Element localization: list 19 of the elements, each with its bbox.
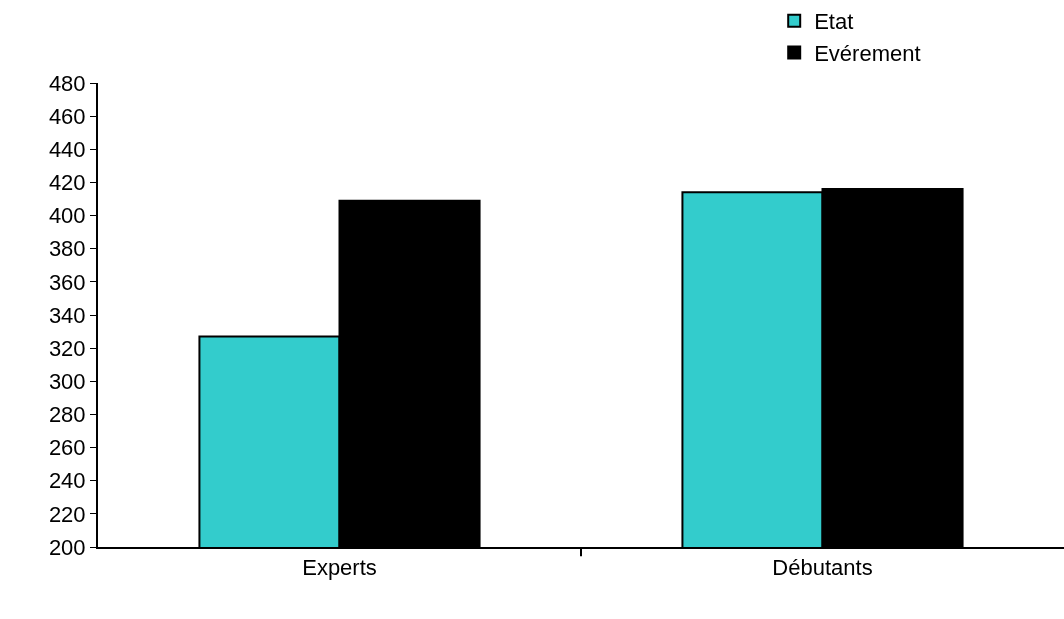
x-tick-label: Débutants (772, 555, 873, 581)
legend-label: Etat (814, 9, 854, 35)
y-tick-label: 460 (48, 103, 86, 129)
y-tick-label: 360 (48, 269, 86, 295)
y-tick-label: 380 (48, 236, 86, 262)
y-tick-label: 200 (48, 534, 86, 560)
y-tick-label: 320 (48, 335, 86, 361)
y-tick-label: 420 (48, 170, 86, 196)
y-tick-label: 280 (48, 402, 86, 428)
y-tick-label: 480 (48, 70, 86, 96)
y-tick-label: 300 (48, 368, 86, 394)
x-tick-label: Experts (302, 555, 377, 581)
y-tick-label: 220 (48, 501, 86, 527)
y-tick-label: 340 (48, 302, 86, 328)
legend-label: Evérement (814, 40, 921, 66)
y-tick-label: 240 (48, 468, 86, 494)
y-tick-label: 260 (48, 435, 86, 461)
y-tick-label: 400 (48, 203, 86, 229)
y-tick-label: 440 (48, 136, 86, 162)
